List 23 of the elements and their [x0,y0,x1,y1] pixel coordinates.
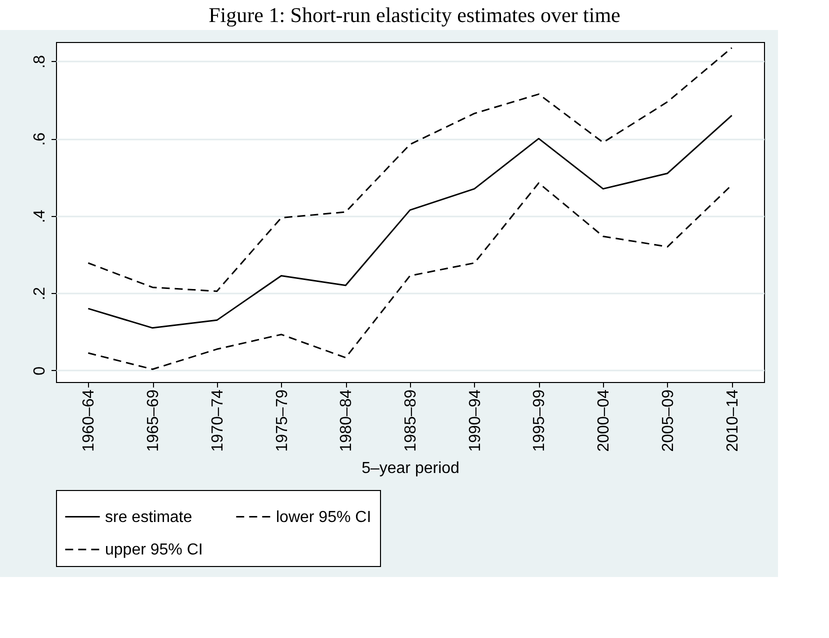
line-series [87,114,733,329]
x-tick-label: 1985–89 [402,389,420,452]
x-tick-label: 1965–69 [145,389,162,452]
x-axis-title: 5–year period [362,460,460,477]
x-tick-label: 1995–99 [531,389,548,452]
x-tick-label: 2000–04 [596,389,613,452]
y-tick-label: .4 [32,210,48,224]
legend-label: lower 95% CI [276,508,372,526]
legend-label: upper 95% CI [105,542,203,558]
y-tick-label: .6 [32,132,48,146]
x-tick-label: 1975–79 [274,389,291,452]
legend-label: sre estimate [105,508,192,526]
x-tick-label: 1990–94 [466,389,484,452]
x-tick-label: 1970–74 [209,389,226,452]
y-tick-label: .8 [32,55,48,68]
line-series [87,47,733,292]
x-tick-label: 1960–64 [80,389,98,452]
y-tick-label: .2 [32,286,48,300]
x-tick-label: 2010–14 [724,389,742,452]
x-tick-label: 1980–84 [338,389,356,452]
y-tick-label: 0 [32,366,48,376]
chart-title: Figure 1: Short-run elasticity estimates over time [208,2,622,29]
x-tick-label: 2005–09 [660,389,677,452]
